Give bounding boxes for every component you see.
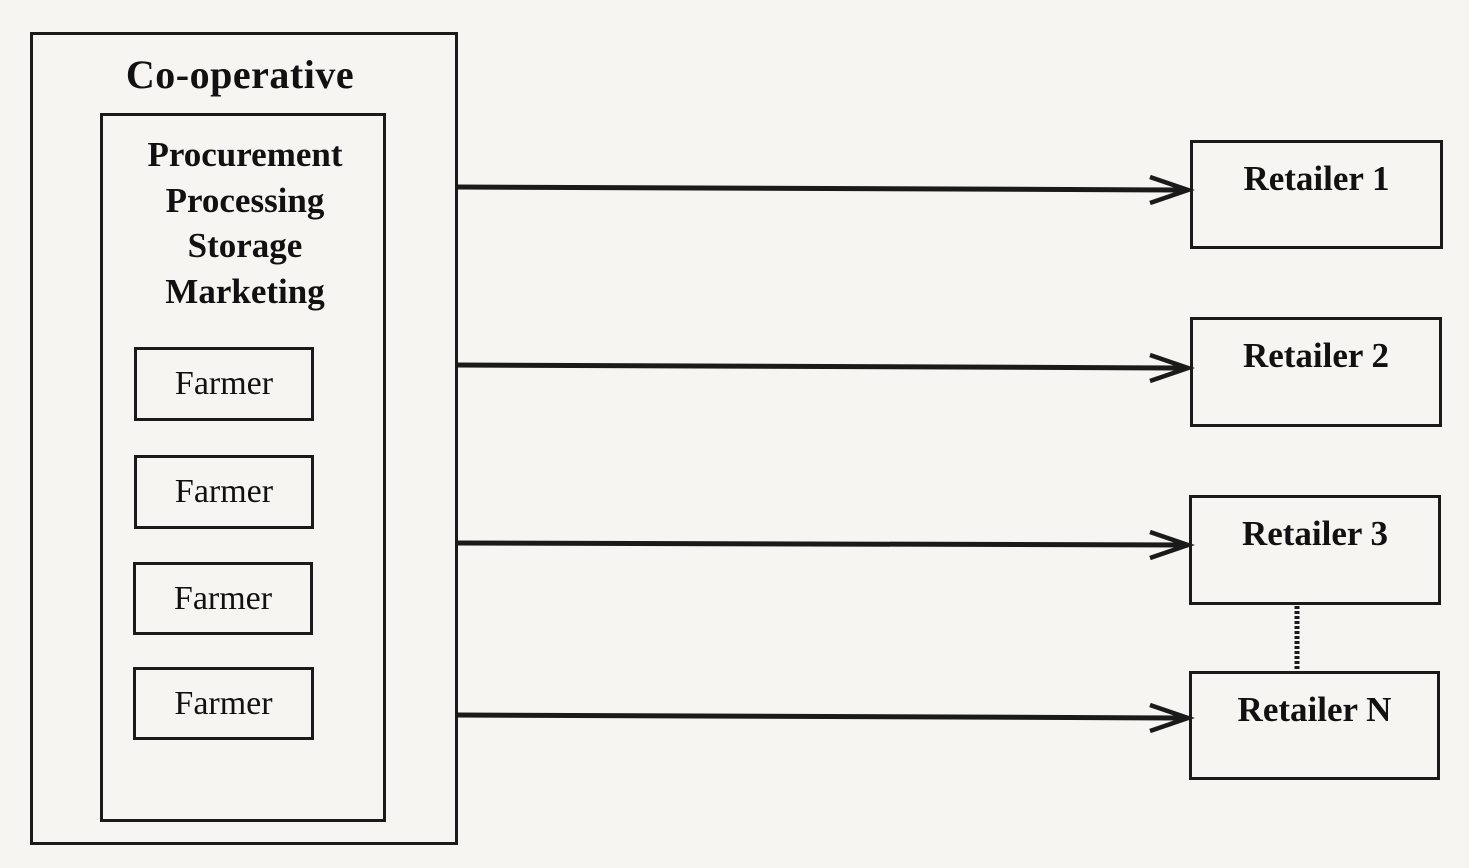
arrow-head-3 <box>1149 529 1195 561</box>
arrow-line-1 <box>456 184 1186 193</box>
farmer-box-2: Farmer <box>134 455 314 529</box>
farmer-label: Farmer <box>174 684 273 722</box>
retailer-label: Retailer 2 <box>1242 336 1390 375</box>
arrow-head-4 <box>1149 702 1195 734</box>
farmer-label: Farmer <box>174 473 274 510</box>
function-processing: Processing <box>165 180 325 220</box>
arrow-head-2 <box>1149 352 1195 384</box>
function-storage: Storage <box>187 226 303 265</box>
arrow-line-2 <box>456 362 1186 371</box>
retailer-box-3: Retailer 3 <box>1189 495 1441 605</box>
arrow-line-3 <box>456 540 1186 548</box>
retailer-box-n: Retailer N <box>1189 671 1440 780</box>
arrow-line-4 <box>456 712 1186 721</box>
arrow-head-1 <box>1149 174 1195 206</box>
farmer-box-3: Farmer <box>133 562 313 635</box>
retailer-label: Retailer 3 <box>1241 514 1389 553</box>
cooperative-title: Co-operative <box>125 52 355 97</box>
retailer-box-1: Retailer 1 <box>1190 140 1443 249</box>
function-marketing: Marketing <box>165 271 325 311</box>
farmer-label: Farmer <box>173 579 273 617</box>
cooperative-inner-box <box>100 113 386 822</box>
farmer-box-4: Farmer <box>133 667 314 740</box>
retailer-label: Retailer N <box>1237 690 1392 729</box>
cooperative-functions: Procurement Processing Storage Marketing <box>100 132 390 314</box>
farmer-label: Farmer <box>174 365 274 402</box>
retailer-box-2: Retailer 2 <box>1190 317 1442 427</box>
retailer-label: Retailer 1 <box>1243 159 1390 198</box>
farmer-box-1: Farmer <box>134 347 314 421</box>
cooperative-box <box>30 32 458 845</box>
function-procurement: Procurement <box>147 135 343 174</box>
